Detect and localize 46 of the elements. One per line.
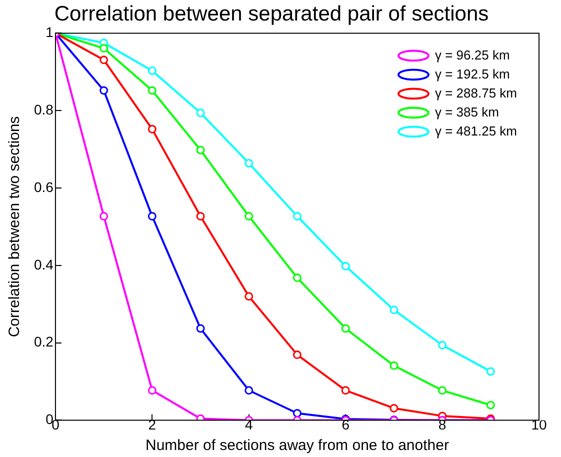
- point: [390, 404, 398, 412]
- y-tick-label: 0.2: [34, 334, 54, 350]
- point: [100, 44, 108, 53]
- legend-label: γ = 481.25 km: [434, 123, 518, 138]
- point: [100, 86, 108, 95]
- point: [341, 324, 350, 333]
- point: [341, 262, 350, 270]
- point: [292, 408, 302, 418]
- point: [438, 386, 447, 395]
- point: [244, 158, 254, 168]
- legend-label: γ = 96.25 km: [434, 47, 510, 62]
- point: [244, 292, 254, 301]
- point: [244, 386, 254, 395]
- point: [148, 66, 156, 75]
- point: [292, 212, 302, 220]
- point: [292, 274, 302, 282]
- point: [196, 414, 205, 420]
- x-axis-title: Number of sections away from one to another: [145, 437, 449, 454]
- y-axis-title: Correlation between two sections: [6, 116, 24, 338]
- legend-label: γ = 192.5 km: [434, 66, 510, 82]
- legend-label: γ = 385 km: [434, 104, 499, 120]
- point: [196, 146, 205, 154]
- y-tick-label: 0.8: [34, 101, 54, 118]
- point: [148, 212, 156, 220]
- x-tick-label: 4: [244, 416, 253, 432]
- point: [390, 306, 398, 314]
- point: [438, 340, 447, 350]
- point: [196, 212, 205, 220]
- point: [100, 212, 108, 220]
- point: [148, 86, 156, 95]
- y-tick-label: 0.4: [34, 256, 54, 272]
- point: [148, 386, 156, 395]
- point: [244, 212, 254, 220]
- y-tick-label: 0.6: [34, 178, 54, 195]
- point: [196, 108, 205, 118]
- point: [390, 361, 398, 370]
- point: [486, 400, 495, 410]
- point: [292, 350, 302, 360]
- point: [148, 124, 156, 134]
- point: [341, 386, 350, 395]
- legend-label: γ = 288.75 km: [434, 85, 518, 100]
- point: [100, 56, 108, 64]
- chart-title: Correlation between separated pair of sections: [54, 2, 489, 26]
- y-tick-label: 1: [46, 24, 54, 40]
- point: [486, 367, 495, 376]
- point: [196, 324, 205, 333]
